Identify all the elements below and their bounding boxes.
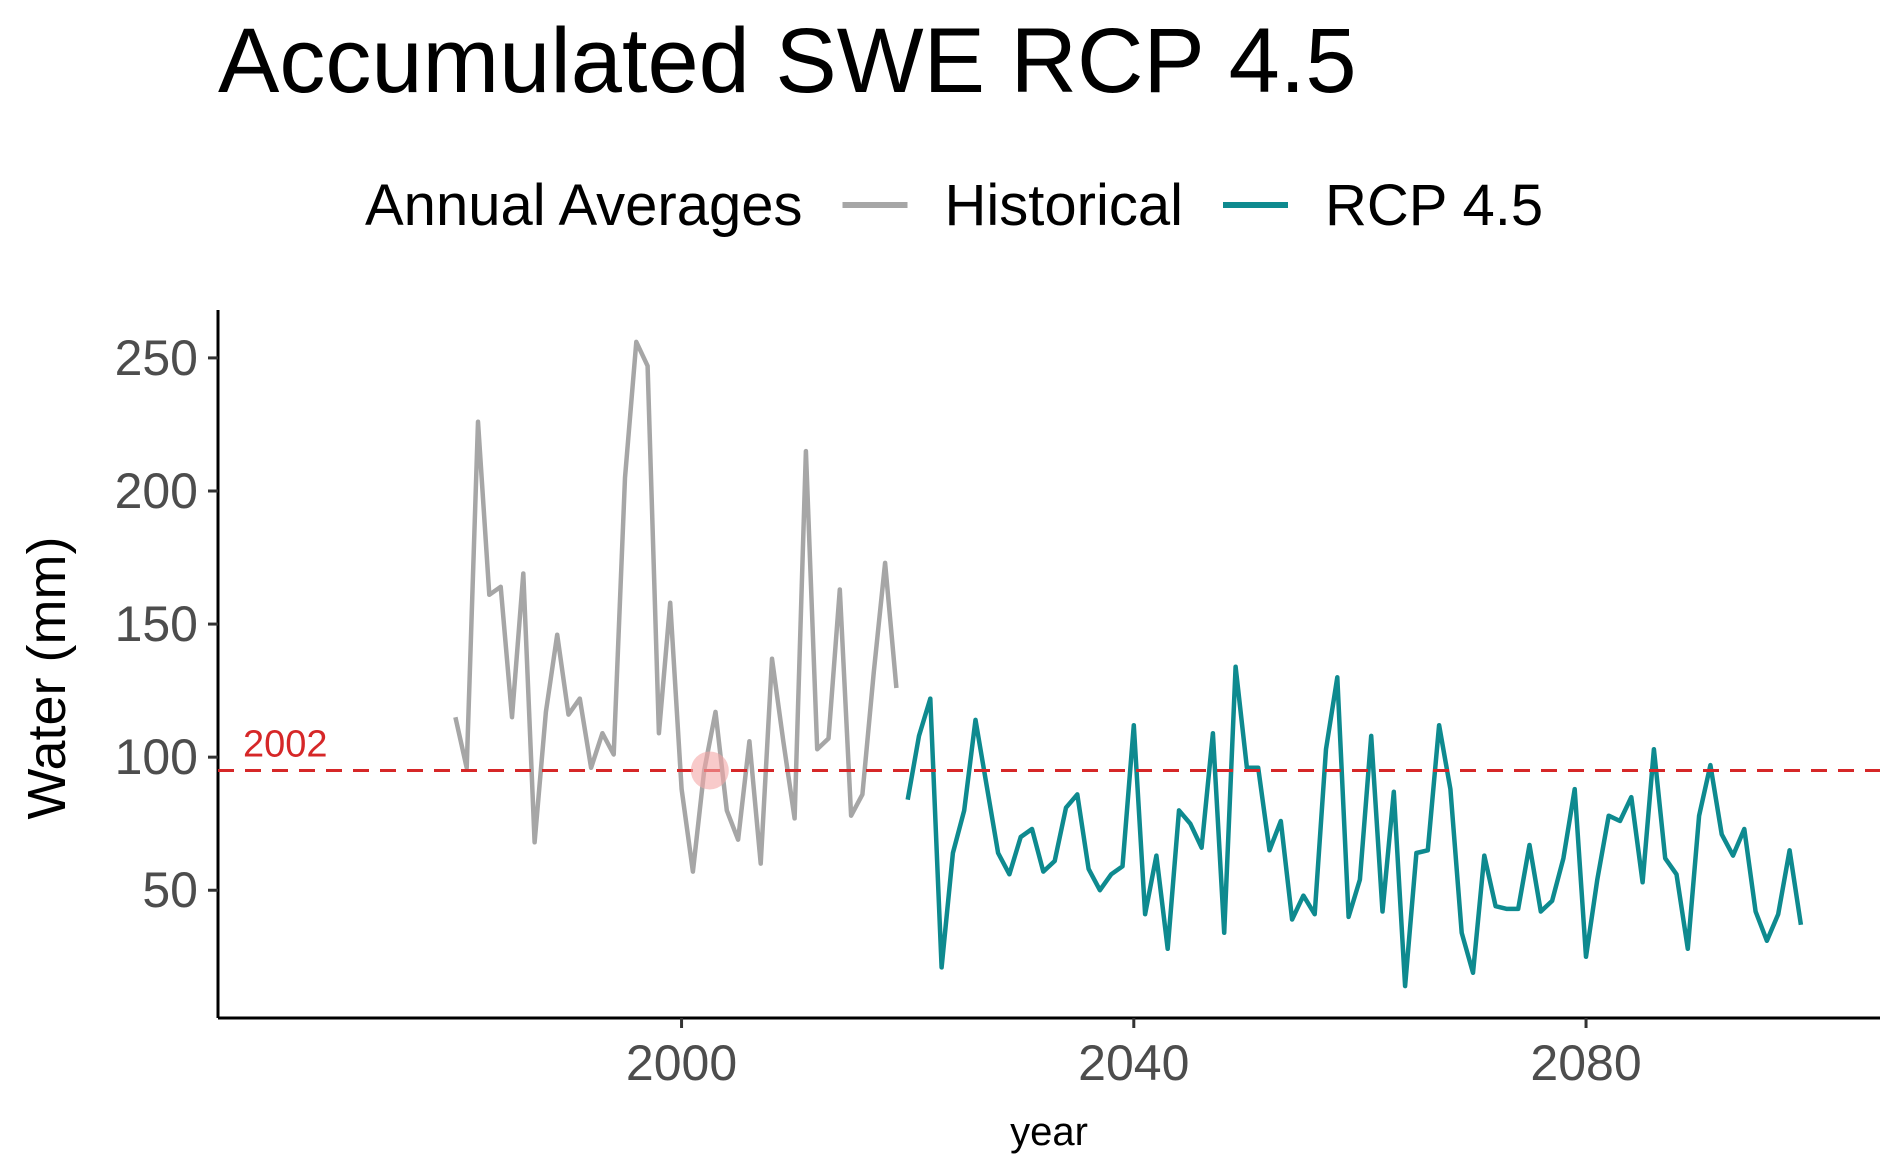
x-tick-label: 2000: [626, 1035, 737, 1091]
highlight-point: [690, 751, 729, 790]
y-axis-label: Water (mm): [17, 537, 77, 820]
y-tick-label: 250: [115, 330, 198, 386]
plot-area: 50 100 150 200 250 2000 2040 2080 2002: [115, 310, 1880, 1091]
series-line-historical: [453, 339, 899, 874]
x-tick-label: 2080: [1530, 1035, 1641, 1091]
y-tick-label: 150: [115, 596, 198, 652]
y-tick-label: 50: [142, 862, 198, 918]
y-tick-label: 200: [115, 463, 198, 519]
legend-label-historical: Historical: [945, 173, 1184, 238]
legend-title: Annual Averages: [365, 173, 803, 238]
x-axis-label: year: [1010, 1110, 1088, 1154]
y-tick-label: 100: [115, 729, 198, 785]
legend-label-rcp45: RCP 4.5: [1325, 173, 1543, 238]
x-tick-label: 2040: [1078, 1035, 1189, 1091]
legend: Annual Averages Historical RCP 4.5: [365, 173, 1543, 238]
chart-title: Accumulated SWE RCP 4.5: [218, 10, 1357, 112]
series-line-rcp45: [905, 664, 1804, 989]
reference-line-label: 2002: [243, 723, 328, 765]
